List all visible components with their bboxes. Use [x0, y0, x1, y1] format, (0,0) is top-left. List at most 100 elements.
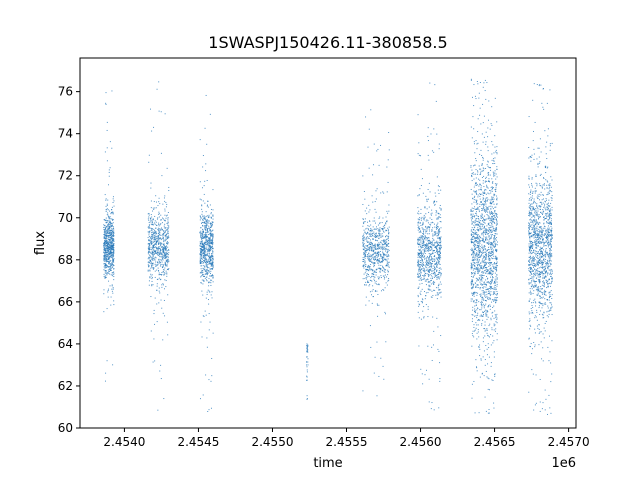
data-point [435, 265, 437, 267]
data-point [490, 362, 492, 364]
data-point [380, 234, 382, 236]
data-point [163, 225, 165, 227]
data-point [199, 258, 201, 260]
data-point [483, 203, 485, 205]
data-point [106, 250, 108, 252]
data-point [167, 243, 169, 245]
data-point [112, 254, 114, 256]
data-point [480, 301, 482, 303]
data-point [480, 168, 482, 170]
data-point [439, 207, 441, 209]
data-point [420, 240, 422, 242]
data-point [212, 236, 214, 238]
data-point [379, 234, 381, 236]
data-point [439, 271, 441, 273]
data-point [479, 183, 481, 185]
data-point [363, 252, 365, 254]
data-point [485, 370, 487, 372]
data-point [163, 232, 165, 234]
data-point [105, 254, 106, 256]
data-point [436, 226, 438, 228]
data-point [165, 286, 167, 288]
data-point [364, 247, 366, 249]
data-point [383, 239, 385, 241]
data-point [379, 223, 381, 225]
data-point [111, 230, 113, 232]
data-point [373, 228, 375, 230]
data-point [103, 231, 105, 233]
data-point [493, 263, 495, 265]
data-point [106, 203, 108, 205]
data-point [423, 249, 425, 251]
data-point [433, 255, 435, 257]
data-point [371, 195, 373, 197]
data-point [470, 234, 472, 236]
data-point [421, 256, 423, 258]
data-point [383, 278, 385, 280]
data-point [481, 315, 483, 317]
data-point [491, 124, 493, 126]
data-point [373, 259, 375, 261]
data-point [202, 231, 204, 233]
data-point [160, 261, 162, 263]
data-point [107, 235, 109, 237]
data-point [364, 251, 366, 253]
data-point [111, 262, 113, 264]
data-point [109, 220, 111, 222]
data-point [365, 277, 367, 279]
data-point [488, 249, 490, 251]
data-point [150, 248, 152, 250]
data-point [472, 309, 474, 311]
data-point [496, 293, 498, 295]
data-point [208, 282, 210, 284]
data-point [420, 300, 422, 302]
data-point [372, 269, 374, 271]
data-point [434, 281, 436, 283]
data-point [164, 235, 166, 237]
data-point [155, 201, 157, 203]
data-point [164, 232, 166, 234]
data-point [364, 210, 366, 212]
data-point [373, 276, 375, 278]
data-point [386, 259, 388, 261]
data-point [205, 258, 207, 260]
data-point [417, 274, 419, 276]
data-point [470, 281, 472, 283]
data-point [487, 172, 489, 174]
data-point [205, 231, 207, 233]
data-point [205, 261, 207, 263]
data-point [487, 249, 489, 251]
data-point [484, 281, 486, 283]
data-point [103, 269, 105, 271]
data-point [421, 298, 423, 300]
data-point [365, 116, 367, 118]
data-point [377, 254, 379, 256]
data-point [105, 217, 107, 219]
data-point [204, 256, 206, 258]
data-point [153, 338, 155, 340]
data-point [384, 269, 386, 271]
data-point [150, 108, 151, 110]
data-point [379, 269, 381, 271]
data-point [203, 248, 205, 250]
data-point [212, 276, 214, 278]
data-point [430, 246, 432, 248]
data-point [365, 232, 367, 234]
data-point [167, 334, 169, 336]
data-point [419, 266, 421, 268]
data-point [488, 180, 490, 182]
data-point [485, 205, 487, 207]
data-point [103, 243, 105, 245]
data-point [418, 213, 420, 215]
data-point [483, 275, 485, 276]
data-point [427, 140, 429, 142]
data-point [489, 255, 491, 256]
data-point [110, 296, 112, 298]
data-point [432, 316, 434, 318]
data-point [109, 254, 111, 256]
data-point [486, 262, 488, 264]
data-point [158, 253, 160, 255]
data-point [491, 255, 493, 257]
data-point [157, 262, 159, 264]
data-point [208, 278, 210, 280]
